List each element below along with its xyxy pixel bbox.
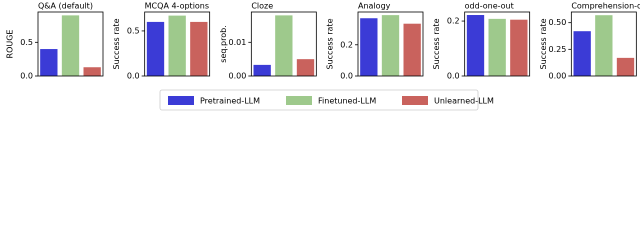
figure: Q&A (default) ROUGE 0.0 0.5 MCQA 4-options Su… [6, 2, 640, 111]
y-tick-label: 0.5 [20, 38, 33, 47]
chart-title: Q&A (default) [38, 2, 93, 11]
legend-label: Pretrained-LLM [200, 97, 260, 106]
y-tick-label: 0.5 [127, 26, 140, 35]
bar [146, 21, 165, 76]
bar [296, 59, 315, 76]
legend-swatch [286, 96, 312, 105]
y-axis-label: Success rate [432, 18, 441, 69]
y-axis-label: seq.prob. [219, 25, 228, 62]
y-tick-label: 0.0 [340, 72, 353, 81]
plot-frame [357, 11, 424, 77]
bar [595, 15, 613, 76]
plot-frame [570, 11, 637, 77]
chart-title: Cloze [251, 2, 273, 11]
chart-title: Comprehension-qa [571, 2, 640, 11]
y-tick-label: 0.0 [447, 72, 460, 81]
y-tick-label: 0.50 [549, 18, 567, 27]
y-tick-label: 0.00 [549, 72, 567, 81]
bar [573, 31, 591, 76]
y-tick-label: 0.0 [20, 72, 33, 81]
y-tick-label: 0.25 [549, 45, 567, 54]
plot-frame [144, 11, 211, 77]
bar [168, 15, 186, 77]
y-tick-label: 0.0 [127, 72, 140, 81]
y-tick-label: 0.01 [229, 38, 247, 47]
bar [83, 67, 101, 76]
bar [466, 15, 485, 76]
bar [616, 57, 635, 76]
chart-title: MCQA 4-options [145, 2, 209, 11]
legend-label: Finetuned-LLM [318, 97, 376, 106]
plot-frame [250, 11, 317, 77]
legend-swatch [402, 96, 428, 105]
chart-title: odd-one-out [465, 2, 514, 11]
bar [488, 18, 506, 77]
bar [403, 23, 421, 76]
chart-title: Analogy [358, 2, 391, 11]
legend-box [159, 89, 479, 111]
legend-swatch [168, 96, 194, 105]
bar [510, 19, 528, 76]
bar [190, 21, 208, 76]
bar [381, 15, 400, 76]
y-axis-label: Success rate [112, 18, 121, 69]
bar [360, 18, 378, 76]
y-tick-label: 0.2 [340, 40, 353, 49]
bar [40, 49, 58, 76]
legend-label: Unlearned-LLM [434, 97, 494, 106]
y-axis-label: Success rate [539, 18, 548, 69]
y-tick-label: 0.00 [229, 72, 247, 81]
y-axis-label: ROUGE [6, 30, 15, 59]
plot-frame [37, 11, 104, 77]
bar [275, 15, 293, 77]
bar [253, 64, 271, 76]
y-axis-label: Success rate [326, 18, 335, 69]
y-tick-label: 0.2 [447, 17, 460, 26]
plot-frame [464, 11, 531, 77]
bar [61, 15, 80, 77]
